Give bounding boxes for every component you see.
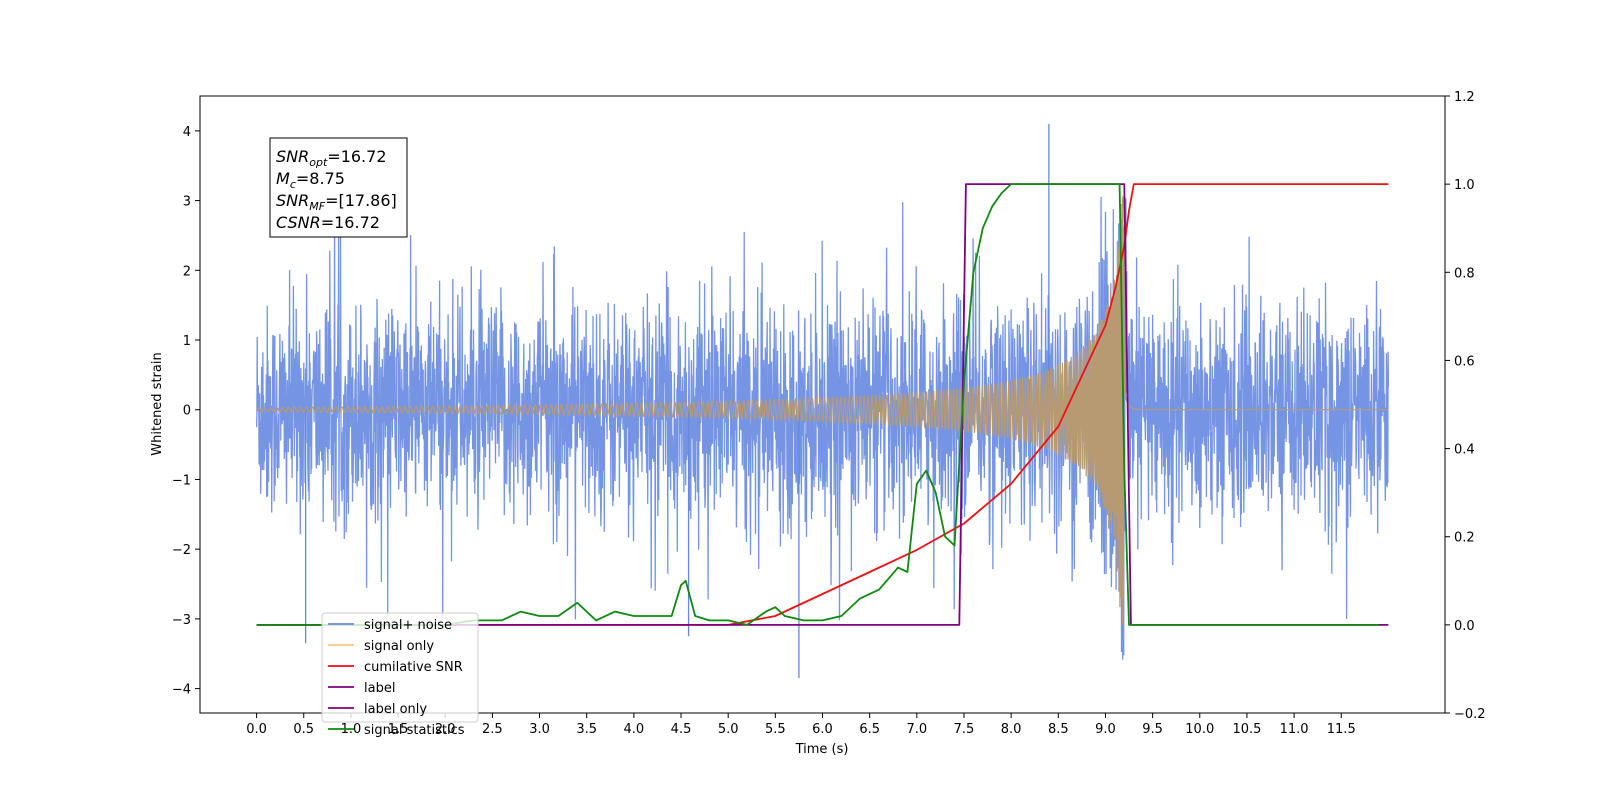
annotation-subscript: MF xyxy=(309,200,325,213)
annotation-symbol: M xyxy=(276,169,290,188)
y-tick-label: 2 xyxy=(183,264,191,279)
annotation-line: SNRopt=16.72 xyxy=(276,147,387,169)
x-tick-label: 10.0 xyxy=(1185,722,1214,737)
y-tick-label: −3 xyxy=(172,613,191,628)
y2-tick-label: 0.8 xyxy=(1454,266,1475,281)
annotation-subscript: opt xyxy=(309,156,328,169)
series-signal-only xyxy=(256,195,1389,626)
x-tick-label: 7.5 xyxy=(954,722,975,737)
legend: signal+ noise signal only cumilative SNR la… xyxy=(321,612,479,738)
x-axis-label: Time (s) xyxy=(795,742,849,757)
series-cumilative-snr xyxy=(256,183,1389,626)
y2-tick-label: 1.2 xyxy=(1454,90,1475,105)
x-tick-label: 0.5 xyxy=(293,722,314,737)
x-tick-label: 2.0 xyxy=(435,722,456,737)
x-tick-label: 4.0 xyxy=(624,722,645,737)
x-tick-label: 0.0 xyxy=(246,722,267,737)
y-axis-label: Whitened strain xyxy=(150,352,165,455)
annotation-symbol: SNR xyxy=(276,191,309,210)
x-tick-label: 4.5 xyxy=(671,722,692,737)
x-tick-label: 5.5 xyxy=(765,722,786,737)
legend-frame xyxy=(321,612,479,723)
annotation-value: =[17.86] xyxy=(325,191,397,210)
annotation-symbol: CSNR xyxy=(276,213,321,232)
stats-annotation-box: SNRopt=16.72Mc=8.75SNRMF=[17.86]CSNR=16.… xyxy=(269,137,408,238)
x-tick-label: 5.0 xyxy=(718,722,739,737)
annotation-subscript: c xyxy=(290,178,296,191)
x-tick-label: 6.5 xyxy=(859,722,880,737)
legend-label: label only xyxy=(364,702,427,717)
y-tick-label: −2 xyxy=(172,543,191,558)
y-tick-label: −4 xyxy=(172,683,191,698)
x-tick-label: 2.5 xyxy=(482,722,503,737)
annotation-frame xyxy=(269,137,408,238)
legend-label: signal statistics xyxy=(364,723,465,738)
annotation-line: Mc=8.75 xyxy=(276,169,345,191)
y2-tick-label: 0.4 xyxy=(1454,443,1475,458)
y2-tick-label: 0.6 xyxy=(1454,354,1475,369)
plot-area xyxy=(255,123,1390,679)
x-tick-label: 6.0 xyxy=(812,722,833,737)
x-tick-label: 1.5 xyxy=(388,722,409,737)
legend-label: cumilative SNR xyxy=(364,660,463,675)
series-signal-statistics xyxy=(256,183,1379,626)
y-tick-label: 3 xyxy=(183,195,191,210)
x-tick-label: 9.5 xyxy=(1142,722,1163,737)
annotation-symbol: SNR xyxy=(276,147,309,166)
y-tick-label: 4 xyxy=(183,125,191,140)
x-tick-label: 11.0 xyxy=(1280,722,1309,737)
annotation-value: =8.75 xyxy=(296,169,345,188)
x-tick-label: 3.5 xyxy=(576,722,597,737)
legend-label: signal+ noise xyxy=(364,618,452,633)
annotation-value: =16.72 xyxy=(327,147,386,166)
annotation-value: =16.72 xyxy=(321,213,380,232)
x-tick-label: 8.5 xyxy=(1048,722,1069,737)
series-signal-noise xyxy=(255,196,1390,660)
x-tick-label: 11.5 xyxy=(1327,722,1356,737)
x-tick-label: 3.0 xyxy=(529,722,550,737)
y-axis-left: 4 3 2 1 0 −1 −2 −3 −4 xyxy=(172,125,200,698)
y2-tick-label: 0.0 xyxy=(1454,619,1475,634)
x-axis: 0.0 0.5 1.0 1.5 2.0 2.5 3.0 3.5 4.0 4.5 5.0 5.5 6.0 6… xyxy=(246,713,1356,737)
annotation-line: SNRMF=[17.86] xyxy=(276,191,397,213)
legend-label: label xyxy=(364,681,395,696)
x-tick-label: 8.0 xyxy=(1001,722,1022,737)
y-axis-right: 1.2 1.0 0.8 0.6 0.4 0.2 0.0 −0.2 xyxy=(1445,90,1486,722)
x-tick-label: 7.0 xyxy=(906,722,927,737)
y2-tick-label: 1.0 xyxy=(1454,178,1475,193)
x-tick-label: 10.5 xyxy=(1232,722,1261,737)
annotation-line: CSNR=16.72 xyxy=(276,213,380,232)
x-tick-label: 9.0 xyxy=(1095,722,1116,737)
y2-tick-label: −0.2 xyxy=(1454,707,1486,722)
y-tick-label: 1 xyxy=(183,334,191,349)
y-tick-label: −1 xyxy=(172,473,191,488)
y-tick-label: 0 xyxy=(183,404,191,419)
series-layer xyxy=(255,123,1390,679)
legend-label: signal only xyxy=(364,639,434,654)
y2-tick-label: 0.2 xyxy=(1454,531,1475,546)
